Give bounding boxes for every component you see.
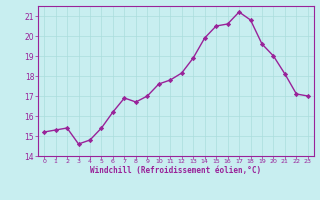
X-axis label: Windchill (Refroidissement éolien,°C): Windchill (Refroidissement éolien,°C) — [91, 166, 261, 175]
